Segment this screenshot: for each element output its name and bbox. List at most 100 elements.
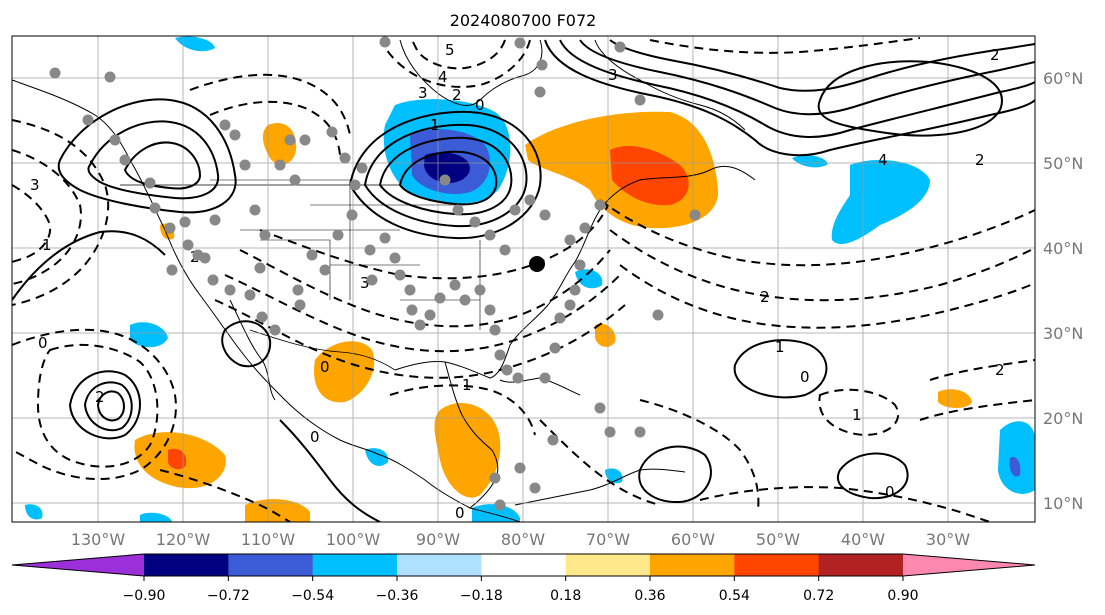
contour-label: 1 [775,338,785,356]
negative-anomaly-tropical-atlantic [998,421,1035,494]
latitude-label: 10°N [1043,494,1083,513]
baja-peninsula [229,299,276,401]
station-marker [514,462,526,474]
station-marker [494,499,506,511]
station-marker [414,319,426,331]
colorbar-tick-labels: −0.90 −0.72 −0.54 −0.36 −0.18 0.18 0.36 0.54 0.7… [123,576,919,604]
colorbar-tick-label: 0.36 [634,588,665,604]
station-marker [449,279,461,291]
station-marker [326,126,338,138]
contour-label: 2 [95,388,105,406]
colorbar-tick-label: 0.90 [887,588,918,604]
station-marker [489,324,501,336]
colorbar-tick-label: −0.18 [460,588,503,604]
contour-label: 1 [430,116,440,134]
station-marker [489,472,501,484]
station-marker [594,402,606,414]
station-marker [192,249,204,261]
station-marker [389,252,401,264]
station-marker [459,294,471,306]
latitude-label: 30°N [1043,324,1083,343]
station-marker [534,86,546,98]
colorbar-segment [734,554,820,576]
solid-contour-trop-atl [837,452,909,500]
solid-contour-na-3 [579,39,1035,116]
longitude-label: 120°W [156,530,211,549]
longitude-labels: 130°W 120°W 110°W 100°W 90°W 80°W 70°W 60°W 50°W… [71,530,970,549]
contour-label: 1 [462,376,472,394]
colorbar-segment [650,554,735,576]
colorbar-tick-label: −0.54 [291,588,334,604]
station-marker [166,264,178,276]
colorbar-tick-label: 0.18 [550,588,581,604]
dashed-contour-epac-3 [159,469,291,522]
contour-label: 0 [800,368,810,386]
dashed-contour-pac-3 [12,184,52,263]
contour-label: 4 [438,68,448,86]
dashed-contour-atl-low [818,388,900,437]
station-marker [484,304,496,316]
station-marker [594,199,606,211]
station-marker [494,349,506,361]
highlighted-station-marker [529,256,545,272]
colorbar-segment [818,554,904,576]
solid-contour-mex-pac [279,419,381,522]
station-marker [514,37,526,49]
contour-label: 2 [975,151,985,169]
dashed-contour-us-2 [224,274,621,353]
dashed-contour-pac-2 [12,149,82,285]
contour-label: 2 [990,46,1000,64]
contour-labels: 5 4 3 2 1 0 3 2 4 2 2 1 0 2 0 1 3 2 3 0 … [30,41,1005,522]
station-marker [564,234,576,246]
station-marker [501,364,513,376]
graticule [12,36,1035,522]
contour-label: 1 [42,236,52,254]
station-marker [434,292,446,304]
station-marker [574,259,586,271]
station-marker [219,119,231,131]
station-marker [379,36,391,48]
negative-anomaly-pacific [130,322,168,348]
station-marker [634,94,646,106]
station-marker [299,134,311,146]
solid-contour-pac-high-1 [68,370,141,440]
station-marker [366,274,378,286]
negative-anomaly-tropical-atlantic-core [1009,456,1021,477]
positive-anomaly-east-atlantic [938,389,972,408]
dashed-contour-hudson-2 [411,39,506,70]
station-marker [406,304,418,316]
colorbar-tick-label: −0.90 [123,588,166,604]
contour-label: 0 [38,334,48,352]
contour-label: 2 [452,86,462,104]
colorbar-tick-label: 0.72 [803,588,834,604]
contour-label: 0 [310,428,320,446]
station-marker [469,216,481,228]
contour-label: 3 [30,176,40,194]
dashed-contour-trop-1 [699,486,991,522]
longitude-label: 80°W [501,530,545,549]
contour-label: 2 [760,288,770,306]
station-marker [554,312,566,324]
map-frame [11,35,1036,523]
station-marker [439,174,451,186]
station-marker [689,209,701,221]
longitude-label: 130°W [71,530,126,549]
station-marker [149,202,161,214]
solid-contour-carib-high [638,445,712,504]
longitude-label: 90°W [416,530,460,549]
station-marker [512,372,524,384]
negative-anomaly-atlantic-coast [575,269,603,289]
positive-anomaly-pacific-nw [262,122,297,165]
station-marker [259,229,271,241]
solid-contour-sw-1 [221,320,272,368]
solid-contour-pac-high-3 [96,390,125,422]
contour-label: 1 [852,406,862,424]
longitude-label: 50°W [756,530,800,549]
positive-anomaly-caribbean [434,402,501,498]
contour-label: 0 [455,504,465,522]
station-marker [144,177,156,189]
longitude-label: 110°W [241,530,296,549]
station-marker [499,244,511,256]
dashed-contour-us-4 [259,204,609,280]
